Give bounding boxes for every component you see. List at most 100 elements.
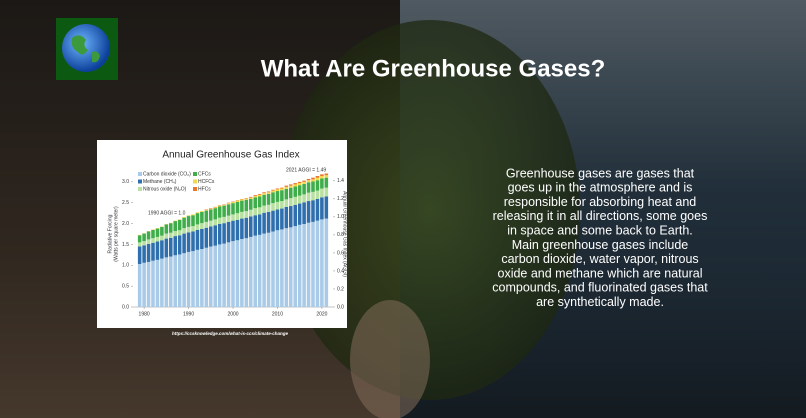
bar-segment [217,206,222,218]
logo [56,18,118,80]
bar-segment [186,216,191,227]
bar-segment [280,201,284,209]
bar-segment [182,253,186,307]
bar-segment [262,205,266,213]
bar-segment [155,259,160,307]
bar-segment [293,183,297,185]
y-tick-label: 1.5 [122,242,129,248]
bar-segment [257,196,262,208]
y-tick-label: 0.0 [122,304,129,310]
bar-segment [173,255,177,307]
bar-segment [182,233,186,254]
x-tick-label: 2000 [227,311,238,317]
bar-segment [146,231,151,240]
bar-segment [213,219,217,226]
bar-segment [271,231,275,307]
bar-segment [253,208,257,216]
y-tick-label: 2.0 [122,221,129,227]
bar-segment [262,233,266,307]
bar-segment [182,228,186,234]
bar-segment [244,198,249,200]
legend-label: Nitrous oxide (N₂O) [143,186,187,192]
bar-segment [297,183,302,186]
bar-segment [195,213,200,225]
bar-segment [266,204,271,212]
bar-segment [315,198,320,221]
bar-segment [293,196,297,205]
legend-swatch [138,187,142,191]
bar-segment [257,193,262,195]
paragraph-line: are synthetically made. [536,295,664,309]
bar-segment [320,197,324,220]
bar-segment [249,216,253,237]
bar-segment [244,217,249,239]
bar-segment [209,226,213,247]
bar-segment [137,264,142,307]
bar-segment [271,210,275,232]
y-tick-label: 3.0 [122,179,129,185]
bar-segment [155,236,160,242]
bar-segment [191,215,195,227]
y2-tick-label: 1.0 [337,214,344,220]
chart-title: Annual Greenhouse Gas Index [162,150,299,161]
legend-swatch [138,179,142,184]
bar-segment [297,224,302,307]
bar-segment [231,203,235,215]
y2-tick-label: 0.8 [337,232,344,238]
bar-segment [155,228,160,237]
bar-segment [235,201,240,214]
y-axis-label: Radiative Forcing [107,214,113,253]
bar-segment [311,177,315,180]
x-tick-label: 2020 [316,311,327,317]
bar-segment [275,189,280,192]
bar-segment [297,181,302,184]
bar-segment [164,224,169,234]
bar-segment [324,187,329,197]
bar-segment [324,175,329,178]
bar-segment [320,219,324,307]
bar-segment [217,244,222,307]
bar-segment [266,211,271,233]
bar-segment [315,176,320,178]
bar-segment [155,241,160,260]
bar-segment [262,212,266,234]
bar-segment [142,245,146,263]
paragraph-line: carbon dioxide, water vapor, nitrous [501,252,698,266]
paragraph-line: oxide and methane which are natural [498,266,703,280]
bar-segment [235,200,240,202]
bar-segment [311,191,315,201]
bar-segment [146,261,151,307]
bar-segment [173,236,177,256]
bar-segment [151,238,155,243]
bar-segment [164,238,169,258]
bar-segment [275,230,280,307]
bar-segment [177,230,182,236]
bar-segment [284,188,289,200]
bar-segment [253,215,257,236]
bar-segment [209,209,213,221]
bar-segment [249,197,253,199]
bar-segment [244,238,249,307]
bar-segment [231,214,235,221]
bar-segment [280,229,284,307]
bar-segment [231,201,235,204]
bar-segment [195,229,200,250]
bar-segment [324,196,329,219]
bar-segment [200,249,204,307]
bar-segment [320,188,324,198]
bar-segment [297,195,302,204]
bar-segment [271,190,275,193]
bar-segment [289,187,293,199]
bar-segment [169,256,173,307]
bar-segment [271,192,275,204]
bar-segment [222,223,226,244]
legend-swatch [193,172,197,176]
bar-segment [213,207,217,209]
bar-segment [204,227,209,248]
bar-segment [226,215,231,222]
y2-tick-label: 0.4 [337,268,344,274]
bar-segment [160,235,164,241]
bar-segment [217,205,222,207]
bar-segment [195,212,200,214]
